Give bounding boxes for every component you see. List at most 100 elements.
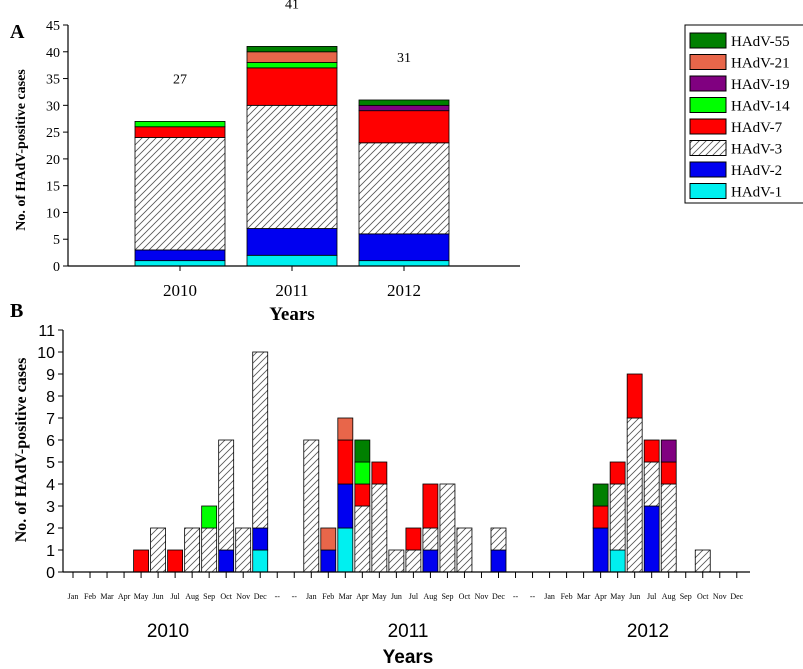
panel-b-month-label: Aug	[185, 592, 199, 601]
panel-a-bar-segment	[134, 137, 226, 251]
panel-b-month-label: Dec	[492, 592, 505, 601]
panel-a-legend-swatch	[689, 54, 727, 70]
panel-a-bar-segment	[358, 233, 450, 262]
panel-a-chart: A No. of HAdV-positive cases Years 0 5 10 1…	[10, 0, 803, 325]
panel-b-bar-segment	[643, 461, 660, 507]
panel-b-bar-segment	[235, 527, 252, 573]
panel-b-bar-segment	[371, 461, 388, 485]
panel-a-bar-segment	[134, 126, 226, 138]
panel-b-month-label: Feb	[322, 592, 334, 601]
panel-a-bar-segment	[134, 249, 226, 262]
panel-a-y-tick-label: 40	[46, 46, 60, 61]
panel-a-y-tick-label: 5	[53, 233, 60, 248]
panel-b-bar-segment	[592, 483, 609, 507]
panel-a-bar-segment	[358, 104, 450, 112]
panel-b-month-label: May	[610, 592, 625, 601]
panel-b-bar-segment	[337, 483, 354, 529]
panel-b-month-label: --	[530, 592, 536, 601]
panel-b-month-label: Sep	[203, 592, 215, 601]
panel-b-month-label: Oct	[459, 592, 471, 601]
panel-a-bar-segment	[246, 228, 338, 256]
panel-b-bar-segment	[456, 527, 473, 573]
panel-b-bar-segment	[490, 527, 507, 551]
panel-a-legend-label: HAdV-2	[731, 163, 782, 179]
panel-a-y-tick-label: 30	[46, 99, 60, 114]
panel-a-bar-segment	[246, 104, 338, 229]
panel-b-month-label: Mar	[577, 592, 591, 601]
panel-b-bar-segment	[337, 417, 354, 441]
panel-a-bar-segment	[246, 51, 338, 63]
panel-a-bar-segment	[134, 260, 226, 267]
panel-a-total-label: 31	[397, 51, 411, 66]
panel-b-bar-segment	[201, 505, 218, 529]
panel-b-month-label: Jun	[153, 592, 164, 601]
panel-b-bar-segment	[660, 483, 677, 573]
panel-b-bar-segment	[405, 527, 422, 551]
panel-a-legend-swatch	[689, 118, 727, 135]
panel-b-y-tick-label: 2	[46, 521, 55, 538]
panel-a-y-tick-label: 45	[46, 19, 60, 34]
panel-b-month-label: Apr	[594, 592, 607, 601]
panel-b-bar-segment	[303, 439, 320, 573]
panel-b-bar-segment	[626, 373, 643, 419]
panel-a-y-tick-label: 10	[46, 206, 60, 221]
panel-a-bar-segment	[134, 121, 226, 128]
panel-a-total-label: 27	[173, 72, 187, 87]
panel-a-y-tick-label: 35	[46, 73, 60, 88]
panel-a-legend-swatch	[689, 32, 727, 49]
panel-b-bar-segment	[252, 351, 269, 529]
panel-a-y-tick-label: 15	[46, 180, 60, 195]
panel-b-month-label: Aug	[424, 592, 438, 601]
panel-b-bar-segment	[643, 505, 660, 573]
panel-b-month-label: Nov	[236, 592, 250, 601]
panel-a-y-tick-label: 0	[53, 260, 60, 275]
panel-b-bar-segment	[218, 549, 235, 573]
panel-b-bar-segment	[371, 483, 388, 573]
panel-b-bar-segment	[337, 439, 354, 485]
panel-b-bar-segment	[354, 505, 371, 573]
panel-b-month-label: May	[372, 592, 387, 601]
panel-b-month-label: Jul	[409, 592, 419, 601]
panel-b-month-label: Dec	[730, 592, 743, 601]
panel-b-bar-segment	[490, 549, 507, 573]
panel-b-y-tick-label: 6	[46, 433, 55, 450]
panel-b-bar-segment	[609, 549, 626, 573]
panel-b-month-label: --	[292, 592, 298, 601]
panel-b-bar-segment	[422, 483, 439, 529]
panel-b-bar-segment	[643, 439, 660, 463]
panel-b-year-label: 2012	[627, 621, 669, 642]
panel-b-month-label: Apr	[118, 592, 131, 601]
panel-a-bar-segment	[358, 142, 450, 235]
panel-b-y-tick-label: 0	[46, 565, 55, 582]
panel-b-month-label: May	[134, 592, 149, 601]
panel-b-bar-segment	[592, 527, 609, 573]
panel-b-bar-segment	[252, 527, 269, 551]
panel-b-bar-segment	[660, 439, 677, 463]
panel-a-legend-label: HAdV-14	[731, 99, 790, 115]
panel-b-bar-segment	[592, 505, 609, 529]
panel-b-month-label: Jun	[391, 592, 402, 601]
panel-b-month-label: Apr	[356, 592, 369, 601]
panel-b-y-tick-label: 7	[46, 411, 55, 428]
panel-b-y-tick-label: 11	[38, 323, 55, 340]
panel-b-month-label: Jan	[544, 592, 555, 601]
panel-a-y-axis-title: No. of HAdV-positive cases	[14, 69, 29, 231]
panel-b-bar-segment	[439, 483, 456, 573]
panel-b-bar-segment	[660, 461, 677, 485]
panel-b-bar-segment	[354, 461, 371, 485]
panel-a-label: A	[10, 21, 25, 43]
panel-b-month-label: Feb	[561, 592, 573, 601]
panel-a-total-label: 41	[285, 0, 299, 12]
panel-b-month-label: Jan	[68, 592, 79, 601]
panel-b-month-label: Jun	[629, 592, 640, 601]
panel-b-bar-segment	[150, 527, 167, 573]
panel-b-y-tick-label: 3	[46, 499, 55, 516]
panel-b-y-tick-label: 8	[46, 389, 55, 406]
panel-b-bar-segment	[320, 527, 337, 551]
panel-a-legend-label: HAdV-19	[731, 77, 790, 93]
panel-a-legend-swatch	[689, 97, 727, 113]
panel-b-bar-segment	[184, 527, 201, 573]
panel-b-month-label: Mar	[100, 592, 114, 601]
panel-b-bar-segment	[167, 549, 184, 573]
panel-a-bar-segment	[246, 46, 338, 53]
